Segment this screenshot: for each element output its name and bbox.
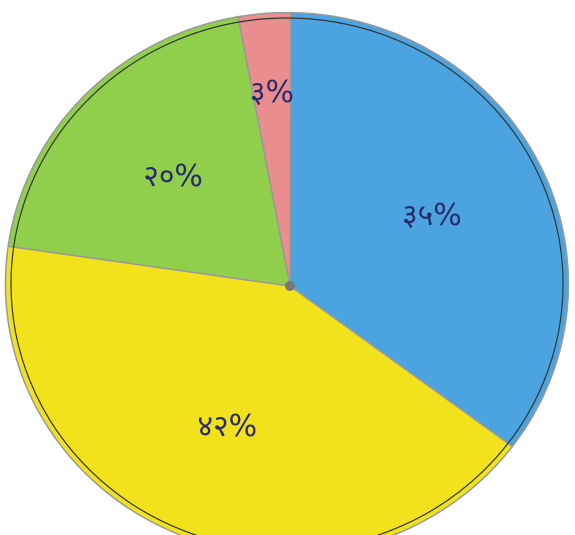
pie-outline (10, 17, 564, 535)
pie-slice (7, 15, 291, 287)
slice-label: ४२% (197, 409, 257, 444)
slice-label: २०% (143, 159, 203, 194)
slice-label: ३५% (402, 198, 462, 233)
pie-slice (289, 11, 570, 448)
pie (4, 11, 570, 535)
slice-label: ३% (250, 75, 294, 110)
pie-center (285, 281, 295, 291)
